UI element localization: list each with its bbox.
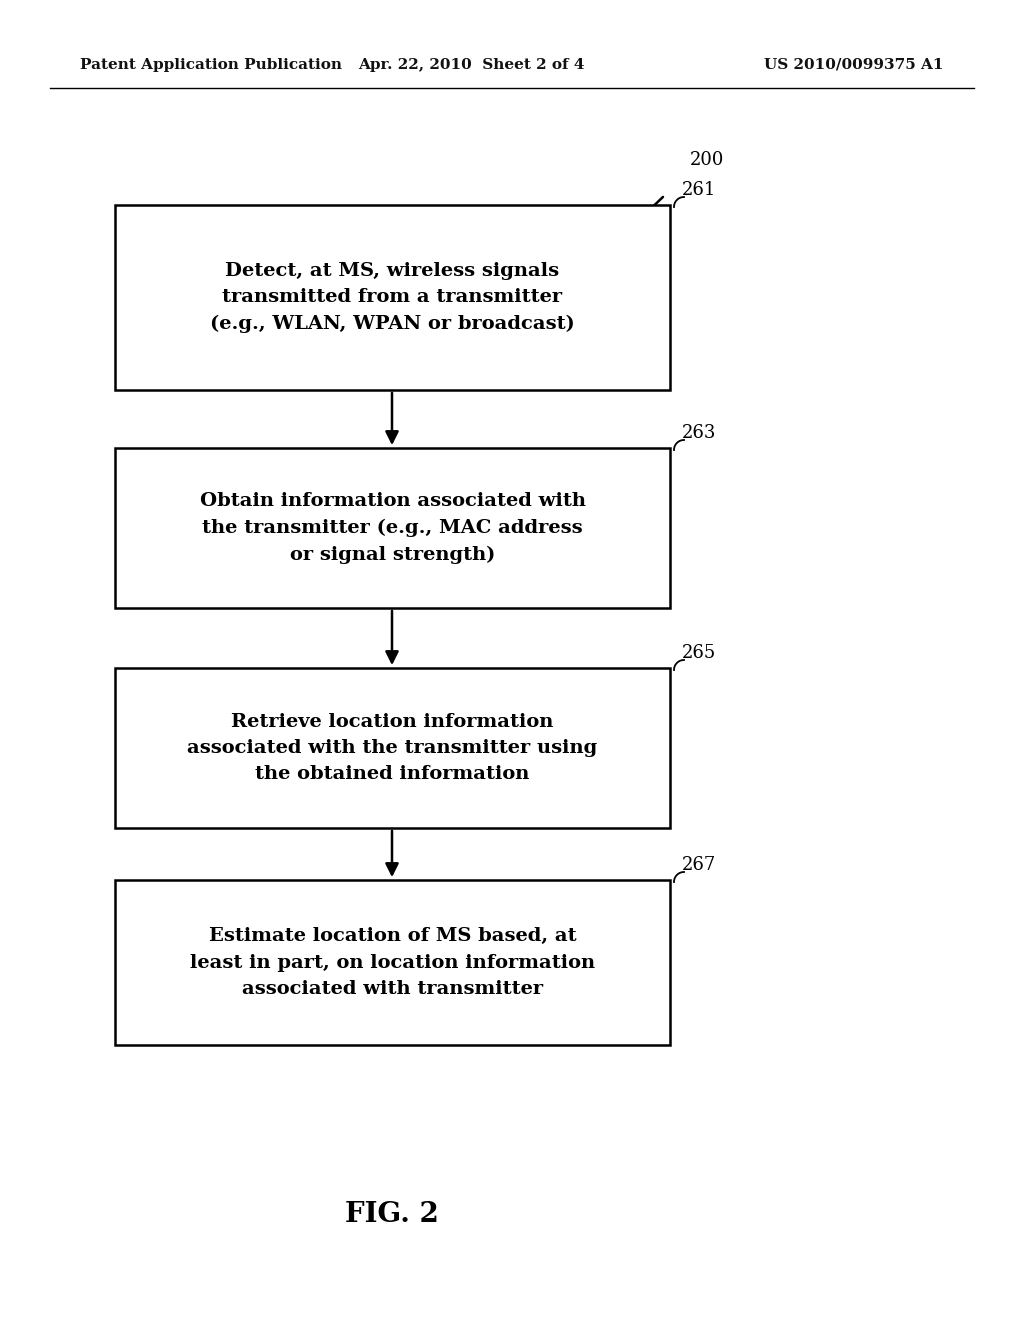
Text: 261: 261 — [682, 181, 717, 199]
Text: 200: 200 — [690, 150, 724, 169]
Bar — [115, 880, 670, 1045]
Text: Retrieve location information
associated with the transmitter using
the obtained: Retrieve location information associated… — [187, 713, 598, 783]
Text: Patent Application Publication: Patent Application Publication — [80, 58, 342, 73]
Text: Obtain information associated with
the transmitter (e.g., MAC address
or signal : Obtain information associated with the t… — [200, 492, 586, 564]
Text: US 2010/0099375 A1: US 2010/0099375 A1 — [765, 58, 944, 73]
Text: FIG. 2: FIG. 2 — [345, 1201, 439, 1229]
Text: 263: 263 — [682, 424, 717, 442]
Text: Detect, at MS, wireless signals
transmitted from a transmitter
(e.g., WLAN, WPAN: Detect, at MS, wireless signals transmit… — [210, 261, 574, 333]
Text: Estimate location of MS based, at
least in part, on location information
associa: Estimate location of MS based, at least … — [189, 927, 595, 998]
Bar — [115, 447, 670, 609]
Text: 267: 267 — [682, 855, 716, 874]
Bar — [115, 668, 670, 828]
Bar — [115, 205, 670, 389]
Text: Apr. 22, 2010  Sheet 2 of 4: Apr. 22, 2010 Sheet 2 of 4 — [357, 58, 585, 73]
Text: 265: 265 — [682, 644, 716, 663]
